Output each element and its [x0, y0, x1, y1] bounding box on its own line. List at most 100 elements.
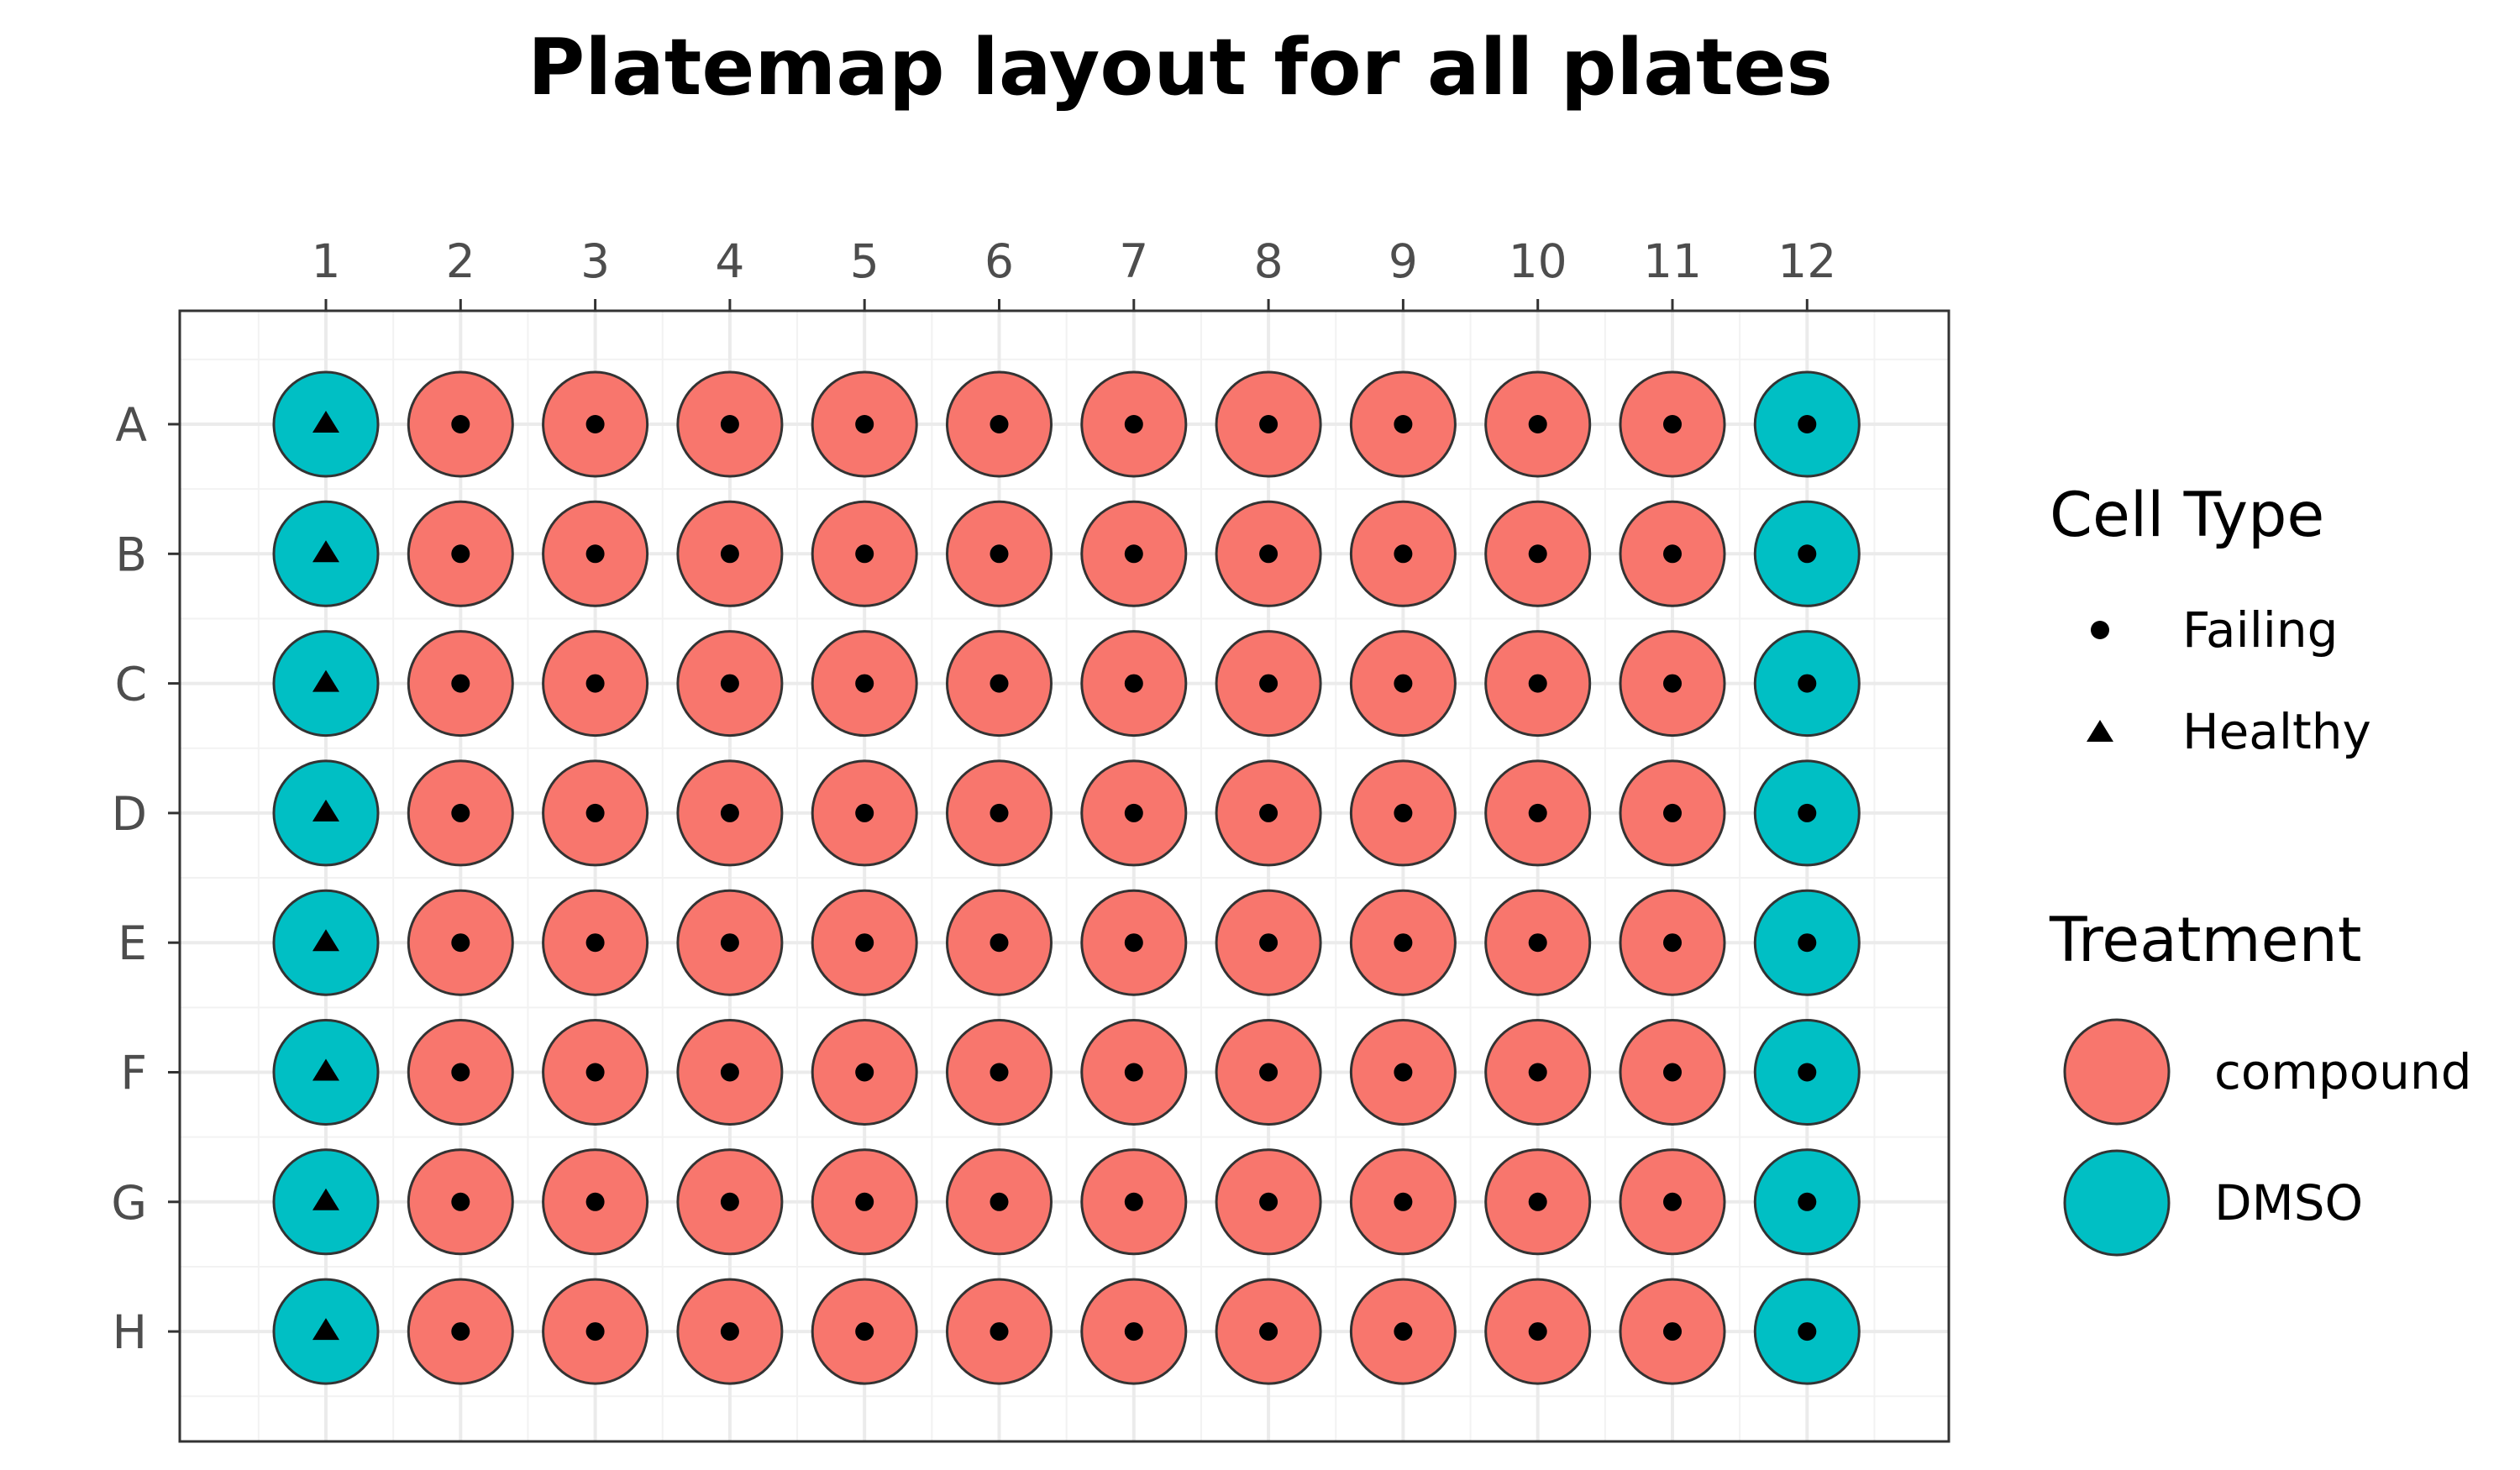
well-marker-healthy	[312, 1318, 339, 1341]
well-marker-failing	[1798, 674, 1817, 693]
well-marker-failing	[990, 1192, 1009, 1211]
well-marker-failing	[1259, 415, 1278, 433]
x-tick-label: 4	[715, 234, 744, 288]
x-tick-label: 7	[1119, 234, 1148, 288]
well-marker-failing	[1528, 674, 1547, 693]
y-tick-label: F	[120, 1047, 147, 1100]
well-marker-failing	[585, 1322, 605, 1341]
well-marker-failing	[1259, 674, 1278, 693]
well-marker-failing	[720, 1322, 739, 1341]
y-tick-label: E	[118, 916, 147, 970]
well-marker-failing	[1259, 803, 1278, 822]
well-marker-failing	[855, 803, 874, 822]
well-marker-failing	[720, 674, 739, 693]
well-marker-healthy	[312, 540, 339, 563]
well-marker-failing	[1528, 415, 1547, 433]
well-marker-failing	[1663, 415, 1682, 433]
x-tick-label: 6	[984, 234, 1014, 288]
well-marker-failing	[1124, 933, 1143, 953]
well-marker-failing	[1124, 803, 1143, 822]
well-marker-healthy	[312, 669, 339, 692]
legend-cell-type: Cell Type Failing Healthy	[2050, 480, 2371, 760]
well-marker-failing	[1798, 803, 1817, 822]
well-marker-failing	[1798, 415, 1817, 433]
well-marker-failing	[720, 803, 739, 822]
well-marker-failing	[585, 1192, 605, 1211]
well-marker-failing	[585, 803, 605, 822]
well-marker-healthy	[312, 929, 339, 952]
plot-panel	[180, 311, 1949, 1441]
well-marker-failing	[1394, 1322, 1413, 1341]
well-marker-failing	[855, 933, 874, 953]
well-marker-failing	[855, 415, 874, 433]
well-marker-failing	[1528, 803, 1547, 822]
well-marker-failing	[1394, 933, 1413, 953]
well-marker-failing	[1124, 1192, 1143, 1211]
well-marker-failing	[1528, 544, 1547, 564]
well-marker-failing	[855, 1063, 874, 1082]
well-marker-failing	[1394, 803, 1413, 822]
well-marker-failing	[990, 674, 1009, 693]
well-marker-failing	[451, 674, 470, 693]
well-marker-failing	[1394, 544, 1413, 564]
well-marker-failing	[1528, 1322, 1547, 1341]
x-tick-label: 3	[580, 234, 610, 288]
well-marker-failing	[990, 544, 1009, 564]
well-marker-failing	[585, 544, 605, 564]
well-marker-failing	[855, 1192, 874, 1211]
well-marker-failing	[1528, 933, 1547, 953]
well-marker-failing	[1663, 1322, 1682, 1341]
y-tick-label: C	[115, 658, 147, 711]
well-marker-failing	[1259, 1192, 1278, 1211]
well-marker-failing	[451, 803, 470, 822]
x-tick-label: 11	[1643, 234, 1702, 288]
well-marker-failing	[720, 415, 739, 433]
well-marker-failing	[1124, 415, 1143, 433]
well-marker-failing	[451, 1063, 470, 1082]
well-marker-failing	[585, 674, 605, 693]
well-marker-failing	[585, 415, 605, 433]
well-marker-failing	[1663, 1192, 1682, 1211]
well-marker-failing	[720, 544, 739, 564]
legend-compound-key	[2063, 1018, 2171, 1126]
x-tick-label: 12	[1777, 234, 1836, 288]
legend-dmso-label: DMSO	[2214, 1174, 2363, 1231]
well-marker-failing	[1528, 1063, 1547, 1082]
legend-treatment: Treatment compound DMSO	[2049, 905, 2472, 1257]
y-tick-label: D	[112, 787, 147, 841]
well-marker-failing	[451, 933, 470, 953]
well-marker-failing	[1798, 544, 1817, 564]
well-marker-failing	[1663, 1063, 1682, 1082]
legend-healthy-label: Healthy	[2182, 703, 2371, 760]
legend-failing-label: Failing	[2182, 601, 2339, 659]
well-marker-failing	[1528, 1192, 1547, 1211]
well-marker-failing	[990, 1063, 1009, 1082]
well-marker-failing	[855, 1322, 874, 1341]
well-marker-failing	[451, 544, 470, 564]
well-marker-failing	[855, 674, 874, 693]
x-tick-label: 10	[1509, 234, 1567, 288]
well-marker-failing	[1394, 415, 1413, 433]
well-marker-failing	[1663, 803, 1682, 822]
legend-healthy-key	[2087, 720, 2113, 742]
plot-border	[178, 309, 1950, 1443]
legend-treatment-title: Treatment	[2049, 905, 2361, 976]
chart-title: Platemap layout for all plates	[528, 22, 1833, 113]
x-tick-label: 8	[1254, 234, 1284, 288]
well-marker-failing	[1259, 933, 1278, 953]
well-marker-failing	[585, 1063, 605, 1082]
y-tick-label: H	[113, 1305, 147, 1359]
well-marker-failing	[1798, 1192, 1817, 1211]
well-marker-failing	[1394, 674, 1413, 693]
wells-layer	[272, 370, 1861, 1385]
well-marker-healthy	[312, 1188, 339, 1210]
legend-dmso-key	[2063, 1149, 2171, 1257]
y-tick-label: G	[111, 1176, 147, 1230]
well-marker-failing	[585, 933, 605, 953]
well-marker-failing	[990, 933, 1009, 953]
legend-failing-key	[2091, 621, 2109, 639]
legend-cell-type-title: Cell Type	[2050, 480, 2324, 551]
well-marker-failing	[1663, 933, 1682, 953]
well-marker-failing	[1663, 544, 1682, 564]
